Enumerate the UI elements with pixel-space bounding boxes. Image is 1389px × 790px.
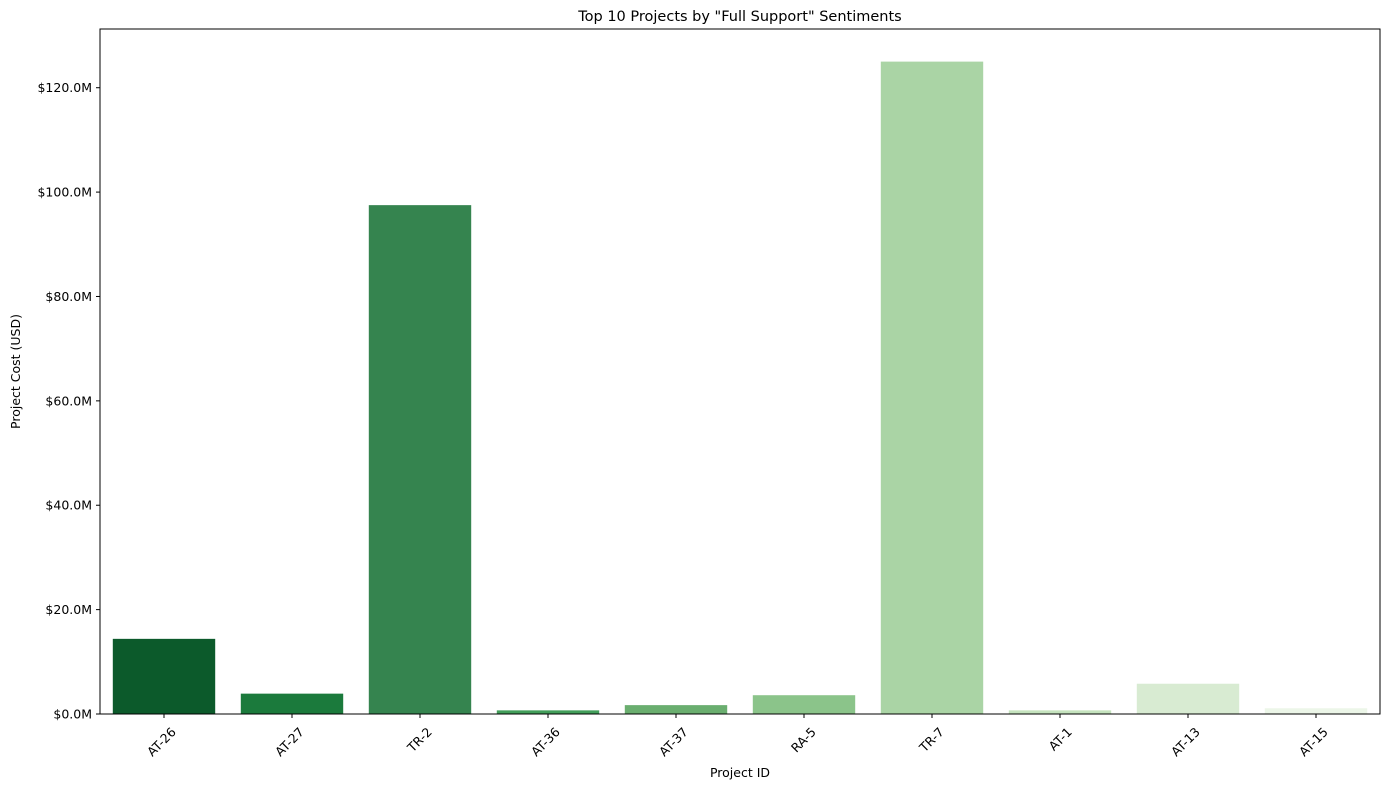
x-tick-label: TR-7 (916, 724, 947, 755)
x-tick-label: AT-37 (656, 724, 691, 759)
x-tick-label: RA-5 (788, 724, 819, 755)
bar-at-26 (112, 638, 216, 714)
x-tick-label: AT-1 (1046, 724, 1075, 753)
x-tick-label: TR-2 (404, 724, 435, 755)
bar-at-15 (1264, 708, 1368, 714)
plot-frame (99, 28, 1381, 715)
x-tick-label: AT-36 (528, 724, 563, 759)
x-tick-label: AT-26 (144, 724, 179, 759)
y-tick-label: $20.0M (45, 602, 92, 617)
bar-at-36 (496, 710, 600, 714)
bar-at-27 (240, 693, 344, 714)
y-axis: $0.0M $20.0M $40.0M $60.0M $80.0M $100.0M $120… (37, 80, 100, 722)
x-axis-label: Project ID (710, 765, 770, 780)
y-tick-label: $80.0M (45, 289, 92, 304)
y-tick-label: $60.0M (45, 393, 92, 408)
y-axis-label: Project Cost (USD) (8, 314, 23, 429)
x-tick-label: AT-15 (1296, 724, 1331, 759)
y-tick-label: $100.0M (37, 185, 92, 200)
x-tick-label: AT-27 (272, 724, 307, 759)
x-tick-label: AT-13 (1168, 724, 1203, 759)
bars-layer (112, 61, 1368, 715)
bar-at-37 (624, 705, 728, 714)
bar-ra-5 (752, 695, 856, 714)
bar-tr-7 (880, 61, 984, 715)
chart-title: Top 10 Projects by "Full Support" Sentim… (577, 9, 901, 25)
x-axis: AT-26 AT-27 TR-2 AT-36 AT-37 RA-5 TR-7 AT-1 AT-1… (144, 714, 1331, 759)
bar-tr-2 (368, 205, 472, 714)
y-tick-label: $0.0M (53, 707, 92, 722)
bar-at-13 (1136, 683, 1240, 714)
bar-at-1 (1008, 710, 1112, 714)
y-tick-label: $120.0M (37, 80, 92, 95)
y-tick-label: $40.0M (45, 498, 92, 513)
